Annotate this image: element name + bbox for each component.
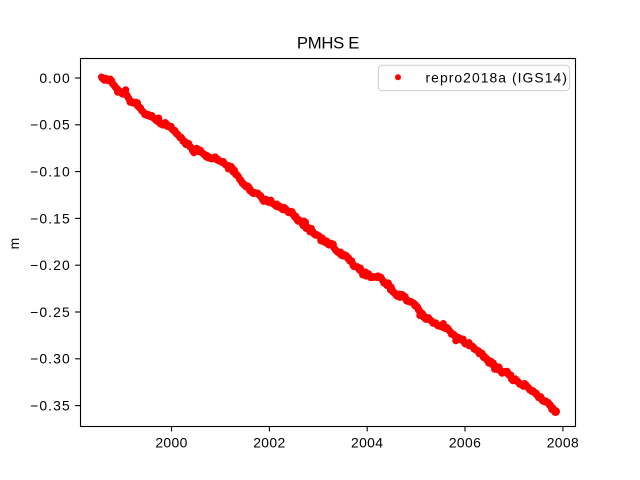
svg-text:−0.05: −0.05 xyxy=(30,117,71,133)
svg-text:−0.10: −0.10 xyxy=(30,164,71,180)
svg-text:−0.20: −0.20 xyxy=(30,257,71,273)
svg-text:−0.25: −0.25 xyxy=(30,304,71,320)
svg-text:−0.30: −0.30 xyxy=(30,351,71,367)
svg-text:2004: 2004 xyxy=(351,435,383,451)
svg-text:−0.15: −0.15 xyxy=(30,210,71,226)
svg-text:2006: 2006 xyxy=(449,435,481,451)
svg-text:2002: 2002 xyxy=(253,435,285,451)
svg-text:PMHS E: PMHS E xyxy=(297,34,359,53)
svg-text:m: m xyxy=(6,238,22,250)
svg-text:2008: 2008 xyxy=(547,435,579,451)
svg-text:repro2018a (IGS14): repro2018a (IGS14) xyxy=(426,69,568,85)
svg-text:−0.35: −0.35 xyxy=(30,398,71,414)
svg-text:2000: 2000 xyxy=(155,435,187,451)
svg-text:0.00: 0.00 xyxy=(39,70,70,86)
